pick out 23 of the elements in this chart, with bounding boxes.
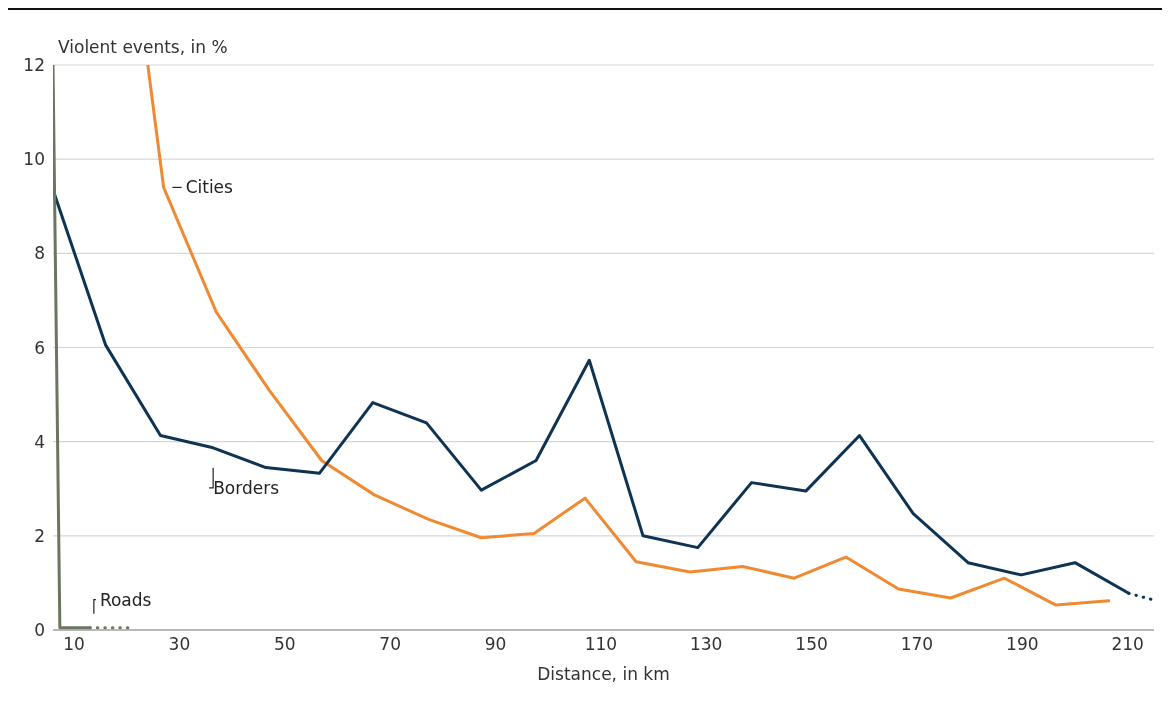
x-tick-label: 30 xyxy=(168,634,191,655)
y-tick-label: 10 xyxy=(23,149,45,170)
series-label: Cities xyxy=(185,177,234,198)
x-tick-label: 150 xyxy=(795,634,828,655)
x-tick-label: 10 xyxy=(63,634,85,655)
y-tick-label: 0 xyxy=(34,620,45,641)
series-label: Roads xyxy=(99,589,152,610)
x-tick-label: 170 xyxy=(900,634,934,655)
x-axis-title: Distance, in km xyxy=(537,664,670,684)
x-tick-label: 190 xyxy=(1006,634,1039,655)
series-label: Borders xyxy=(213,477,280,498)
y-tick-label: 4 xyxy=(34,431,45,452)
x-tick-label: 210 xyxy=(1111,634,1144,655)
y-axis-title: Violent events, in % xyxy=(58,37,228,57)
y-tick-label: 8 xyxy=(34,243,45,264)
x-tick-label: 90 xyxy=(484,634,507,655)
y-tick-label: 12 xyxy=(23,55,45,76)
x-tick-label: 50 xyxy=(273,634,296,655)
y-tick-label: 2 xyxy=(34,525,45,546)
x-tick-label: 130 xyxy=(690,634,723,655)
x-tick-label: 70 xyxy=(379,634,401,655)
x-tick-label: 110 xyxy=(584,634,618,655)
y-tick-label: 6 xyxy=(34,337,45,358)
